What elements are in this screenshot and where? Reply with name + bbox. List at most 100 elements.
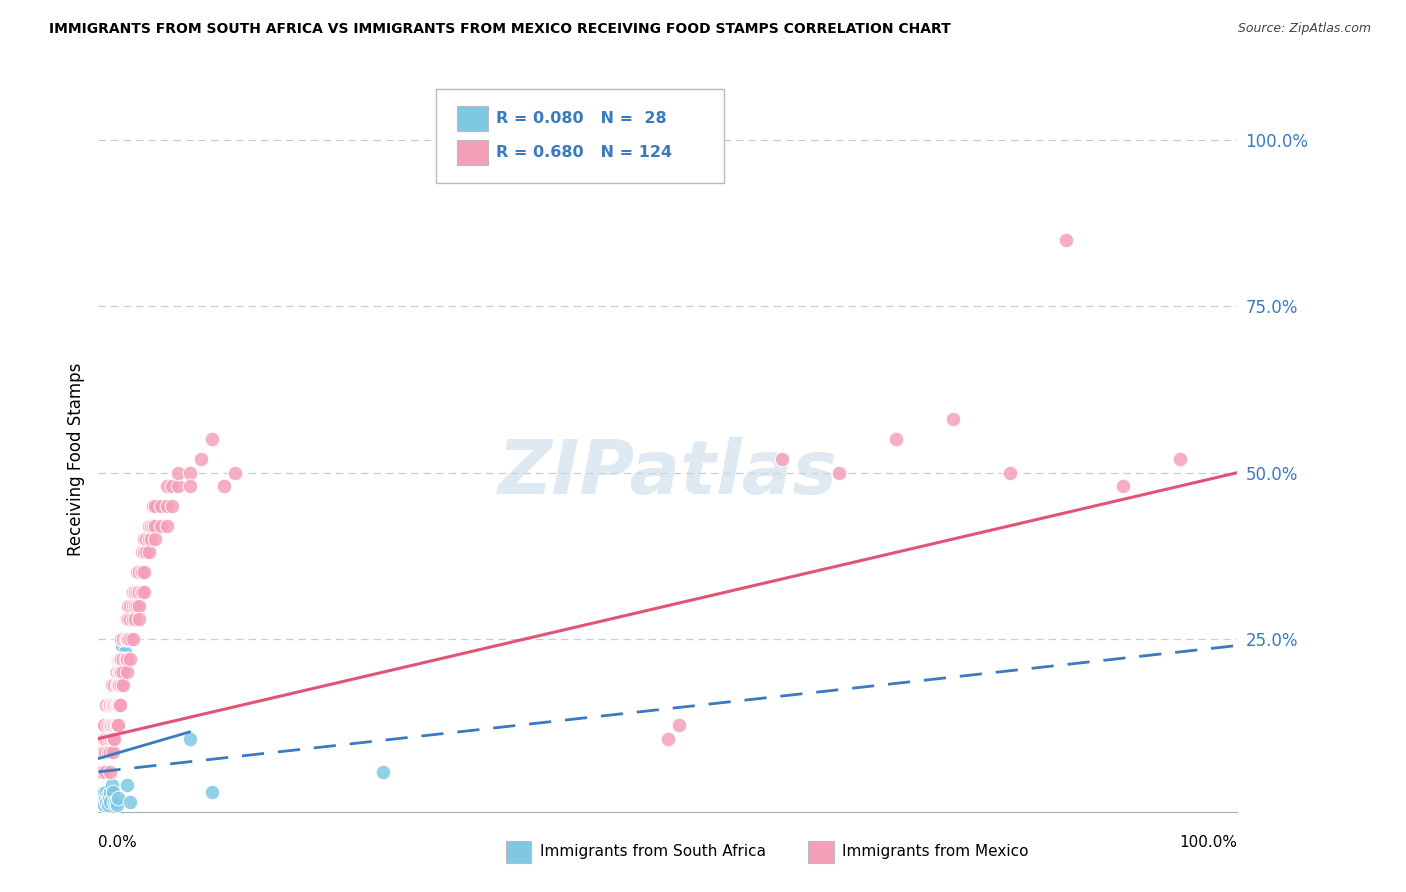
- Text: R = 0.080   N =  28: R = 0.080 N = 28: [496, 112, 666, 126]
- Point: [103, 795, 125, 809]
- Point: [93, 731, 115, 746]
- Point: [110, 652, 132, 666]
- Point: [114, 652, 136, 666]
- Point: [105, 798, 128, 813]
- Point: [98, 764, 121, 779]
- Point: [94, 791, 117, 805]
- Point: [131, 585, 153, 599]
- Point: [150, 499, 173, 513]
- Point: [179, 731, 201, 746]
- Point: [108, 652, 131, 666]
- Point: [90, 795, 112, 809]
- Point: [108, 652, 131, 666]
- Text: Immigrants from Mexico: Immigrants from Mexico: [842, 845, 1029, 859]
- Point: [96, 745, 118, 759]
- Point: [156, 479, 179, 493]
- Point: [108, 698, 131, 713]
- Point: [132, 532, 155, 546]
- Point: [90, 764, 112, 779]
- Point: [124, 599, 146, 613]
- Point: [770, 452, 793, 467]
- Point: [139, 532, 162, 546]
- Point: [142, 499, 165, 513]
- Point: [103, 745, 125, 759]
- Point: [121, 632, 143, 646]
- Point: [167, 466, 190, 480]
- Point: [201, 433, 224, 447]
- Text: Immigrants from South Africa: Immigrants from South Africa: [540, 845, 766, 859]
- Point: [115, 632, 138, 646]
- Point: [112, 665, 135, 679]
- Point: [132, 545, 155, 559]
- Point: [179, 479, 201, 493]
- Point: [96, 795, 118, 809]
- Point: [115, 778, 138, 792]
- Point: [121, 599, 143, 613]
- Point: [100, 731, 122, 746]
- Point: [162, 499, 184, 513]
- Point: [121, 585, 143, 599]
- Text: ZIPatlas: ZIPatlas: [498, 437, 838, 510]
- Point: [105, 678, 128, 692]
- Point: [127, 566, 149, 580]
- Point: [105, 718, 128, 732]
- Point: [124, 612, 146, 626]
- Point: [110, 632, 132, 646]
- Point: [167, 479, 190, 493]
- Point: [138, 532, 160, 546]
- Point: [107, 718, 129, 732]
- Point: [103, 785, 125, 799]
- Point: [97, 731, 120, 746]
- Point: [120, 612, 142, 626]
- Point: [103, 698, 125, 713]
- Point: [131, 566, 153, 580]
- Point: [94, 745, 117, 759]
- Point: [103, 718, 125, 732]
- Point: [135, 545, 157, 559]
- Point: [162, 479, 184, 493]
- Point: [128, 599, 150, 613]
- Point: [998, 466, 1021, 480]
- Point: [138, 545, 160, 559]
- Text: IMMIGRANTS FROM SOUTH AFRICA VS IMMIGRANTS FROM MEXICO RECEIVING FOOD STAMPS COR: IMMIGRANTS FROM SOUTH AFRICA VS IMMIGRAN…: [49, 22, 950, 37]
- Point: [91, 745, 114, 759]
- Point: [110, 665, 132, 679]
- Point: [105, 665, 128, 679]
- Point: [101, 678, 124, 692]
- Point: [115, 652, 138, 666]
- Point: [112, 678, 135, 692]
- Point: [115, 612, 138, 626]
- Text: Source: ZipAtlas.com: Source: ZipAtlas.com: [1237, 22, 1371, 36]
- Point: [128, 566, 150, 580]
- Point: [114, 612, 136, 626]
- Point: [371, 764, 394, 779]
- Point: [104, 795, 127, 809]
- Text: R = 0.680   N = 124: R = 0.680 N = 124: [496, 145, 672, 160]
- Point: [120, 795, 142, 809]
- Point: [150, 519, 173, 533]
- Point: [96, 798, 118, 813]
- Point: [128, 612, 150, 626]
- Point: [104, 718, 127, 732]
- Point: [156, 519, 179, 533]
- Point: [942, 412, 965, 426]
- Point: [212, 479, 235, 493]
- Point: [101, 778, 124, 792]
- Point: [124, 585, 146, 599]
- Point: [90, 788, 112, 802]
- Point: [108, 698, 131, 713]
- Point: [128, 585, 150, 599]
- Point: [114, 645, 136, 659]
- Point: [96, 788, 118, 802]
- Point: [127, 585, 149, 599]
- Point: [112, 652, 135, 666]
- Point: [111, 639, 134, 653]
- Point: [98, 785, 121, 799]
- Point: [121, 612, 143, 626]
- Point: [98, 698, 121, 713]
- Point: [93, 798, 115, 813]
- Point: [1054, 233, 1078, 247]
- Point: [114, 632, 136, 646]
- Point: [96, 698, 118, 713]
- Point: [108, 665, 131, 679]
